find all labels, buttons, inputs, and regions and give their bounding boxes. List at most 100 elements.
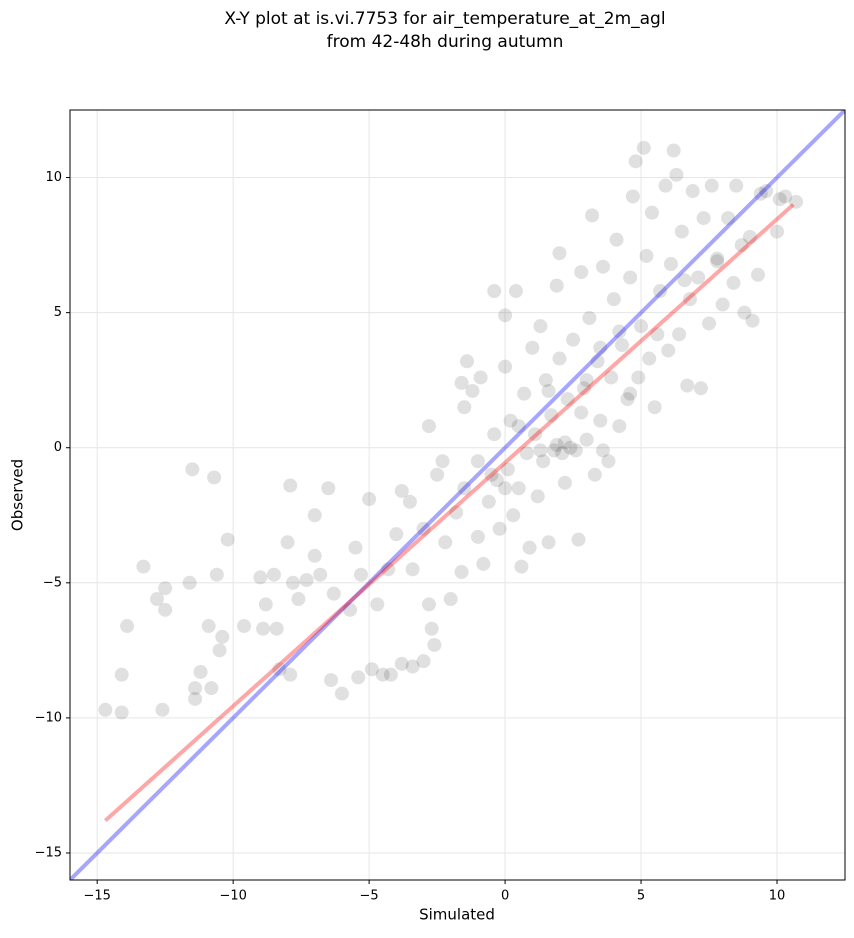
- point: [212, 643, 227, 658]
- point: [511, 419, 526, 434]
- point: [525, 340, 540, 355]
- point: [669, 167, 684, 182]
- point: [590, 354, 605, 369]
- point: [715, 297, 730, 312]
- point: [253, 570, 268, 585]
- point: [778, 189, 793, 204]
- point: [680, 378, 695, 393]
- point: [381, 562, 396, 577]
- point: [685, 184, 700, 199]
- point: [136, 559, 151, 574]
- point: [595, 259, 610, 274]
- point: [185, 462, 200, 477]
- point: [215, 629, 230, 644]
- point: [585, 208, 600, 223]
- point: [555, 446, 570, 461]
- point: [201, 619, 216, 634]
- point: [631, 370, 646, 385]
- point: [704, 178, 719, 193]
- point: [348, 540, 363, 555]
- point: [552, 246, 567, 261]
- point: [120, 619, 135, 634]
- point: [557, 435, 572, 450]
- point: [536, 454, 551, 469]
- point: [508, 284, 523, 299]
- point: [593, 413, 608, 428]
- point: [574, 265, 589, 280]
- point: [506, 508, 521, 523]
- point: [623, 270, 638, 285]
- point: [394, 656, 409, 671]
- point: [647, 400, 662, 415]
- point: [547, 443, 562, 458]
- point: [582, 311, 597, 326]
- point: [658, 178, 673, 193]
- point: [283, 667, 298, 682]
- point: [394, 483, 409, 498]
- point: [457, 400, 472, 415]
- point: [283, 478, 298, 493]
- point: [370, 597, 385, 612]
- point: [193, 664, 208, 679]
- point: [595, 443, 610, 458]
- point: [677, 273, 692, 288]
- point: [272, 662, 287, 677]
- point: [114, 705, 129, 720]
- point: [405, 562, 420, 577]
- point: [489, 473, 504, 488]
- point: [579, 432, 594, 447]
- point: [612, 419, 627, 434]
- point: [353, 567, 368, 582]
- point: [188, 681, 203, 696]
- point: [683, 292, 697, 307]
- point: [416, 654, 431, 669]
- point: [307, 508, 322, 523]
- point: [549, 438, 564, 453]
- point: [609, 232, 624, 247]
- fit-line: [70, 110, 845, 880]
- point: [750, 267, 765, 282]
- point: [530, 489, 545, 504]
- point: [158, 581, 173, 596]
- point: [666, 143, 681, 158]
- point: [710, 254, 725, 269]
- point: [500, 462, 515, 477]
- point: [334, 686, 349, 701]
- point: [182, 575, 197, 590]
- point: [696, 211, 711, 226]
- point: [476, 556, 491, 571]
- point: [324, 673, 339, 688]
- point: [492, 521, 507, 536]
- point: [351, 670, 366, 685]
- point: [470, 454, 485, 469]
- point: [487, 427, 502, 442]
- y-tick-label: 0: [54, 440, 62, 455]
- point: [427, 637, 442, 652]
- point: [421, 597, 436, 612]
- point: [623, 386, 638, 401]
- point: [514, 559, 529, 574]
- point: [269, 621, 284, 636]
- point: [362, 492, 377, 507]
- point: [443, 592, 458, 607]
- point: [313, 567, 328, 582]
- point: [484, 467, 499, 482]
- point: [473, 370, 488, 385]
- point: [454, 565, 469, 579]
- point: [628, 154, 643, 169]
- point: [625, 189, 640, 204]
- chart-title: X-Y plot at is.vi.7753 for air_temperatu…: [224, 9, 665, 29]
- point: [209, 567, 224, 582]
- y-tick-label: −15: [35, 845, 62, 860]
- point: [522, 540, 537, 555]
- point: [285, 575, 300, 590]
- point: [642, 351, 657, 366]
- point: [601, 454, 616, 469]
- point: [266, 567, 281, 582]
- point: [653, 284, 668, 299]
- point: [517, 386, 532, 401]
- point: [615, 338, 630, 353]
- point: [674, 224, 689, 239]
- point: [734, 238, 749, 253]
- point: [541, 535, 556, 550]
